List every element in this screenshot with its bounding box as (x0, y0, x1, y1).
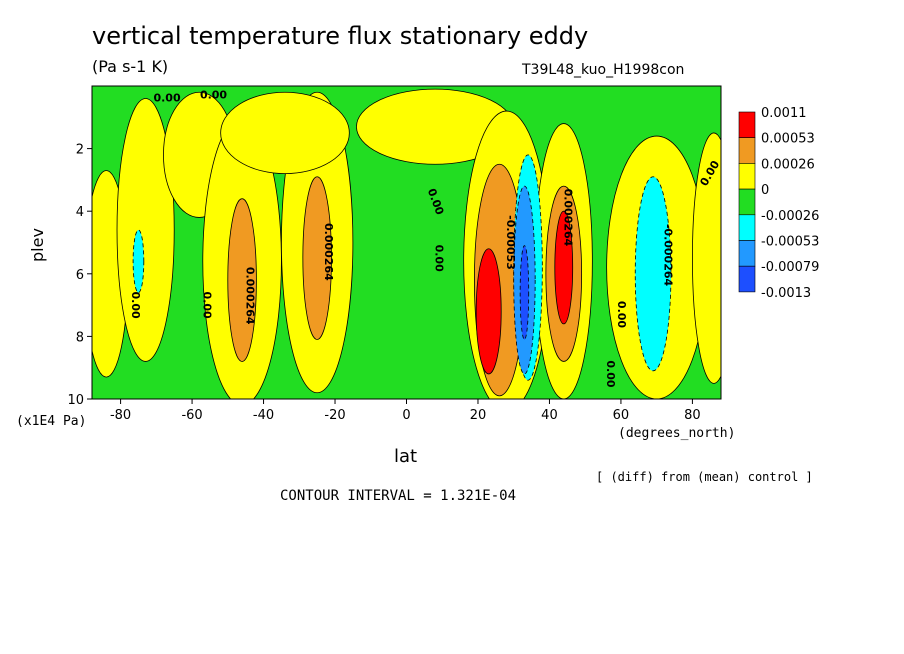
legend-label-5: -0.00053 (761, 235, 819, 250)
contour-region-11 (132, 229, 145, 293)
y-tick-label-0: 2 (76, 143, 84, 158)
axes-layer: -80 -60 -40 -20 0 20 40 60 80 2 4 6 8 10 (67, 143, 700, 423)
contour-label-1: 0.00 (200, 88, 227, 101)
contour-region-12 (227, 198, 257, 362)
legend-swatch-0 (738, 111, 756, 139)
legend-swatch-2 (738, 163, 756, 190)
diff-note: [ (diff) from (mean) control ] (596, 470, 813, 484)
legend-swatch-4 (738, 214, 756, 241)
contour-region-1 (116, 98, 175, 362)
contour-region-18 (634, 176, 672, 372)
chart-title: vertical temperature flux stationary edd… (92, 22, 589, 50)
contour-region-13 (302, 176, 332, 340)
contour-label-11: 0.00 (604, 360, 617, 387)
y-tick-label-3: 8 (76, 330, 84, 345)
x-tick-label-7: 60 (613, 408, 630, 423)
contour-region-21 (519, 245, 530, 340)
x-tick-label-5: 20 (470, 408, 487, 423)
x-axis-label: lat (394, 446, 418, 467)
legend-label-2: 0.00026 (761, 157, 815, 172)
x-tick-label-0: -80 (110, 408, 131, 423)
legend: 0.0011 0.00053 0.00026 0 -0.00026 -0.00053 -0.… (738, 106, 819, 301)
plot-fill-layer (92, 86, 721, 399)
y-tick-label-2: 6 (76, 268, 84, 283)
contour-region-10 (692, 132, 721, 384)
legend-label-3: 0 (761, 183, 769, 198)
x-tick-label-4: 0 (402, 408, 410, 423)
y-tick-label-4: 10 (67, 393, 84, 408)
legend-label-6: -0.00079 (761, 260, 819, 275)
legend-swatch-6 (738, 265, 756, 293)
contour-label-2: 0.00 (129, 292, 142, 319)
y-axis-units: (x1E4 Pa) (16, 414, 87, 429)
contour-label-4: 0.000264 (243, 267, 256, 325)
x-tick-label-1: -60 (181, 408, 202, 423)
contour-region-20 (554, 210, 574, 325)
contour-label-0: 0.00 (153, 92, 180, 105)
contour-label-layer: 0.00 0.00 0.00 0.00 0.000264 0.000264 0.00 0.00… (129, 88, 721, 387)
y-tick-label-1: 4 (76, 205, 84, 220)
contour-label-9: 0.000264 (561, 189, 574, 247)
legend-label-1: 0.00053 (761, 132, 815, 147)
x-tick-label-2: -40 (253, 408, 274, 423)
contour-interval: CONTOUR INTERVAL = 1.321E-04 (280, 488, 517, 504)
contour-label-7: 0.00 (433, 245, 446, 272)
contour-region-19 (475, 248, 502, 375)
x-tick-label-8: 80 (684, 408, 701, 423)
legend-swatch-1 (738, 137, 756, 164)
legend-swatch-3 (738, 188, 756, 216)
contour-label-3: 0.00 (200, 292, 213, 319)
chart-units: (Pa s-1 K) (92, 57, 169, 76)
contour-label-8: -0.00053 (504, 215, 517, 270)
x-tick-label-3: -20 (324, 408, 345, 423)
contour-label-10: 0.00 (615, 301, 628, 328)
legend-label-0: 0.0011 (761, 106, 807, 121)
legend-label-7: -0.0013 (761, 286, 811, 301)
legend-label-4: -0.00026 (761, 209, 819, 224)
contour-label-12: -0.000264 (661, 224, 674, 287)
x-axis-units: (degrees_north) (618, 426, 736, 441)
contour-region-5 (220, 91, 350, 175)
legend-swatch-5 (738, 240, 756, 267)
run-label: T39L48_kuo_H1998con (522, 62, 685, 78)
x-tick-label-6: 40 (541, 408, 558, 423)
contour-label-5: 0.000264 (322, 223, 335, 281)
